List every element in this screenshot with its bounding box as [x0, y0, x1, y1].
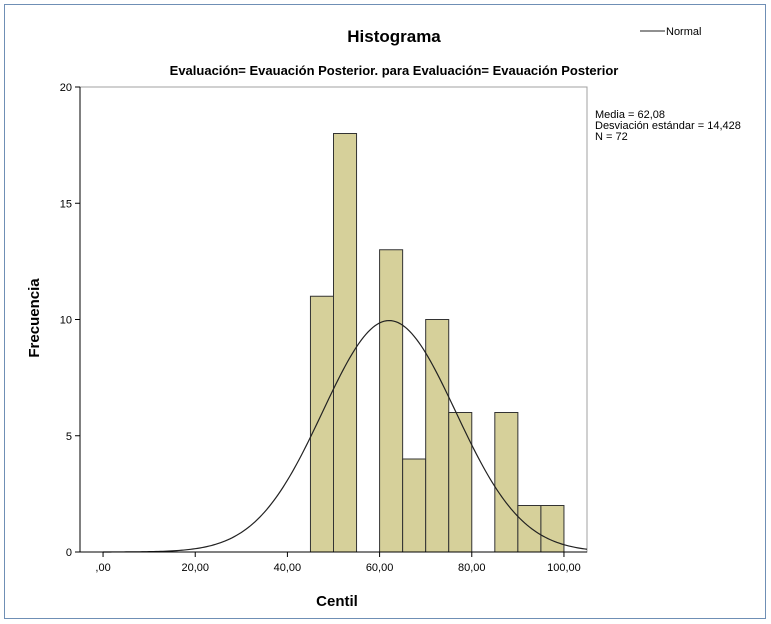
x-tick-label: 40,00: [274, 562, 302, 574]
normal-curve: [103, 319, 588, 553]
stats-mean: Media = 62,08: [595, 109, 665, 121]
x-axis-label: Centil: [316, 593, 358, 610]
y-tick-label: 10: [60, 315, 72, 327]
x-tick-label: ,00: [95, 562, 110, 574]
stats-box: Media = 62,08 Desviación estándar = 14,4…: [595, 109, 741, 143]
histogram-bar: [309, 295, 335, 553]
y-axis-label: Frecuencia: [26, 278, 43, 358]
histogram-bar: [425, 319, 450, 553]
histogram-bar: [333, 133, 358, 553]
stats-sd: Desviación estándar = 14,428: [595, 120, 741, 132]
x-tick-label: 20,00: [181, 562, 209, 574]
histogram-bar: [494, 412, 519, 553]
x-tick-label: 80,00: [458, 562, 486, 574]
y-tick-label: 5: [66, 431, 72, 443]
histogram-bar: [379, 249, 404, 553]
legend: Normal: [640, 26, 701, 38]
x-tick-label: 60,00: [366, 562, 394, 574]
y-tick-label: 0: [66, 547, 72, 559]
histogram-bar: [402, 458, 427, 553]
stats-n: N = 72: [595, 131, 628, 143]
y-tick-label: 20: [60, 82, 72, 94]
histogram-bar: [448, 412, 473, 553]
legend-label: Normal: [666, 26, 701, 38]
y-tick-label: 15: [60, 198, 72, 210]
x-tick-label: 100,00: [547, 562, 581, 574]
chart-title: Histograma: [347, 27, 441, 46]
bars: [309, 133, 565, 553]
chart-subtitle: Evaluación= Evauación Posterior. para Ev…: [170, 63, 619, 78]
histogram-bar: [540, 505, 565, 553]
histogram-bar: [517, 505, 542, 553]
